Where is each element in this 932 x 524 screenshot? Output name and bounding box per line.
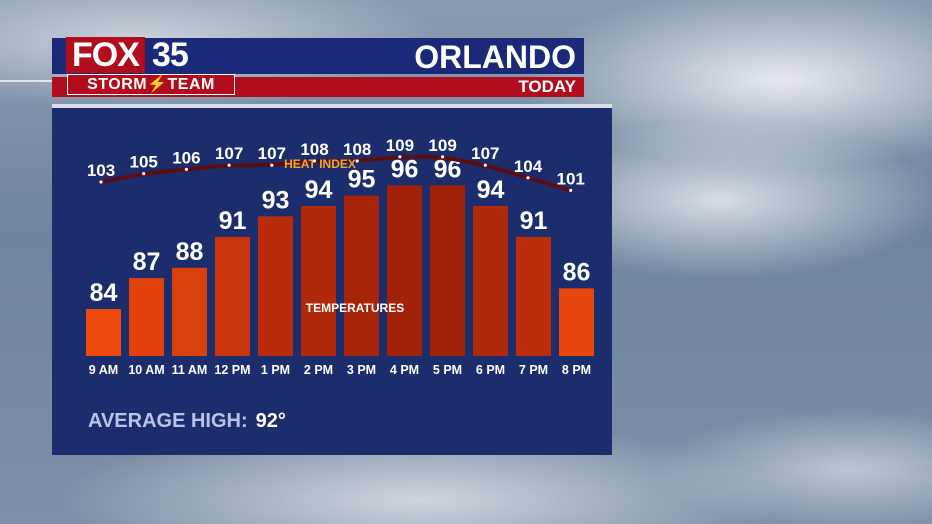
temperature-value-label: 87 [133, 248, 161, 276]
heat-index-value-label: 108 [343, 140, 371, 159]
heat-index-point [184, 167, 188, 171]
heat-index-point [569, 188, 573, 192]
temperature-value-label: 84 [90, 279, 118, 307]
temperature-value-label: 93 [262, 186, 290, 214]
x-tick-label: 8 PM [562, 363, 591, 377]
heat-index-series-label: HEAT INDEX [284, 157, 356, 171]
heat-index-value-label: 108 [300, 140, 328, 159]
divider-line [0, 80, 52, 82]
temperature-value-label: 94 [477, 176, 505, 204]
x-tick-label: 2 PM [304, 363, 333, 377]
heat-index-point [441, 155, 445, 159]
temperature-bar [516, 236, 551, 356]
heat-index-value-label: 105 [130, 153, 158, 172]
heat-index-point [312, 159, 317, 163]
heat-index-point [270, 163, 274, 167]
x-tick-label: 11 AM [172, 363, 208, 377]
temperature-bar [559, 288, 594, 356]
heat-index-point [99, 180, 103, 184]
temperature-value-label: 86 [563, 258, 591, 286]
storm-team-badge: STORM⚡TEAM [67, 74, 235, 95]
heat-index-point [398, 155, 402, 159]
temperature-value-label: 88 [176, 238, 204, 266]
average-high: AVERAGE HIGH: 92° [88, 410, 286, 433]
temperature-bar [258, 216, 293, 356]
average-high-value: 92° [255, 410, 286, 432]
temperatures-series-label: TEMPERATURES [306, 301, 404, 315]
temperature-bar [473, 206, 508, 356]
city-title: ORLANDO [414, 39, 576, 75]
fox35-logo: FOX 35 STORM⚡TEAM [66, 36, 235, 95]
temperature-bar [86, 309, 121, 356]
heat-index-value-label: 106 [172, 148, 200, 167]
heat-index-point [355, 159, 359, 163]
x-tick-label: 4 PM [390, 363, 419, 377]
temperature-bar [301, 206, 336, 356]
heat-index-point [526, 176, 530, 180]
heat-index-value-label: 104 [514, 157, 543, 176]
heat-index-point [483, 163, 487, 167]
temperature-bar [430, 185, 465, 356]
average-high-label: AVERAGE HIGH: [88, 410, 248, 432]
heat-index-point [227, 163, 231, 167]
temperature-value-label: 95 [348, 166, 376, 194]
heat-index-value-label: 107 [258, 144, 286, 163]
heat-index-value-label: 103 [87, 161, 115, 180]
forecast-panel: 84 9 AM 87 10 AM 88 11 AM 91 12 PM 93 1 PM 94 2 PM 9… [52, 104, 612, 455]
x-tick-label: 10 AM [128, 363, 164, 377]
period-label: TODAY [518, 77, 576, 96]
x-tick-label: 3 PM [347, 363, 376, 377]
heat-index-point [142, 172, 146, 176]
heat-index-value-label: 109 [386, 136, 414, 155]
temperature-chart: 84 9 AM 87 10 AM 88 11 AM 91 12 PM 93 1 PM 94 2 PM 9… [86, 136, 594, 377]
heat-index-value-label: 107 [471, 144, 499, 163]
temperature-bar [215, 236, 250, 356]
x-tick-label: 12 PM [214, 363, 250, 377]
temperature-bar [172, 267, 207, 356]
heat-index-value-label: 101 [557, 169, 585, 188]
x-tick-label: 5 PM [433, 363, 462, 377]
temperature-bar [387, 185, 422, 356]
heat-index-line [99, 154, 573, 193]
temperature-value-label: 91 [520, 207, 548, 235]
temperature-value-label: 96 [391, 155, 419, 183]
temperature-value-label: 91 [219, 207, 247, 235]
x-tick-label: 6 PM [476, 363, 505, 377]
heat-index-value-label: 107 [215, 144, 243, 163]
temperature-bar [129, 278, 164, 356]
x-tick-label: 7 PM [519, 363, 548, 377]
temperature-value-label: 94 [305, 176, 333, 204]
logo-fox-text: FOX [66, 37, 145, 73]
x-tick-label: 1 PM [261, 363, 290, 377]
logo-number-text: 35 [152, 36, 189, 74]
temperature-bar [344, 195, 379, 356]
x-tick-label: 9 AM [89, 363, 118, 377]
heat-index-value-label: 109 [428, 136, 456, 155]
